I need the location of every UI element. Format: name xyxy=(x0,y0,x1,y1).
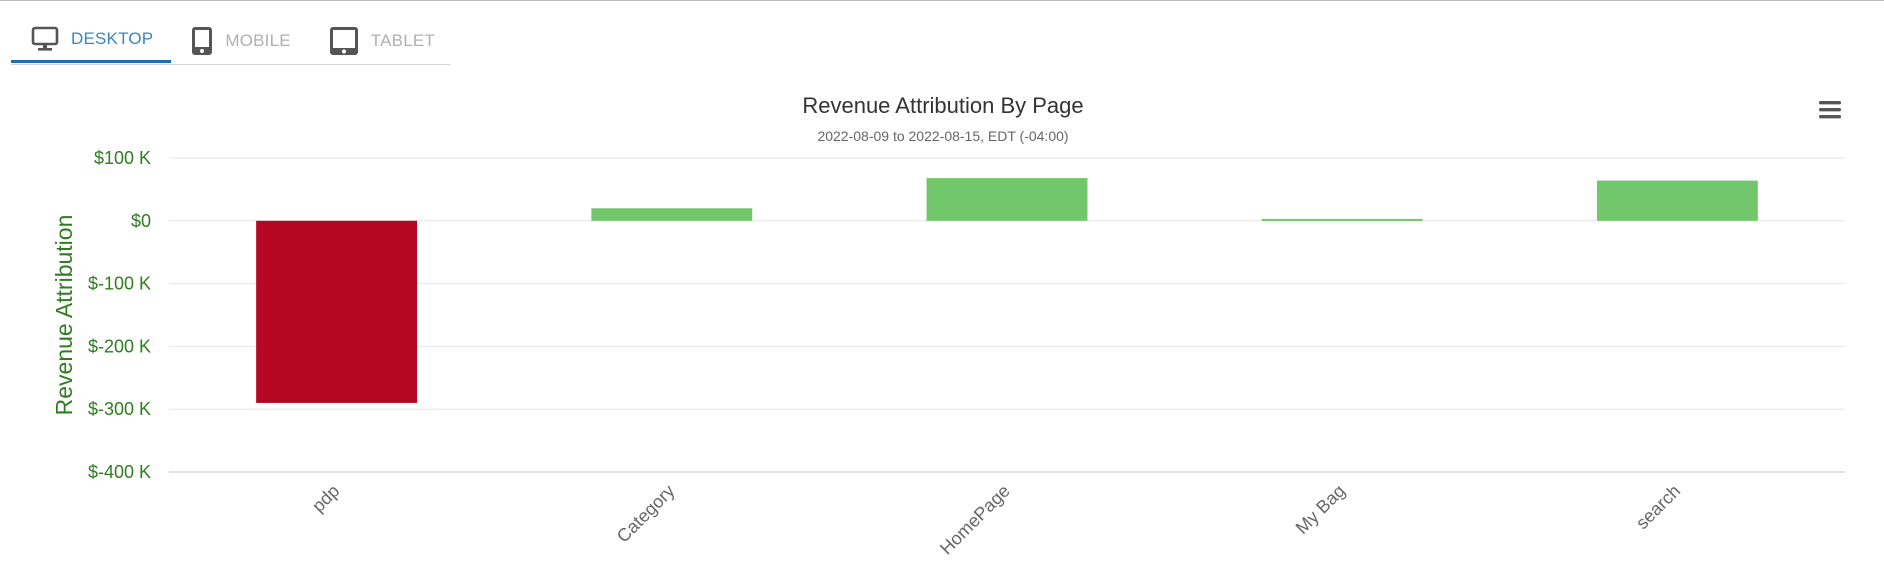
tab-desktop-label: DESKTOP xyxy=(71,29,154,48)
grid-lines xyxy=(169,157,1845,473)
bar-my-bag[interactable] xyxy=(1261,218,1423,221)
y-tick-label: $-100 K xyxy=(88,274,151,294)
x-tick-label: Category xyxy=(613,481,679,547)
x-tick-label: search xyxy=(1632,481,1684,533)
mobile-icon xyxy=(191,26,213,56)
y-axis-label: Revenue Attribution xyxy=(51,215,77,416)
chart-subtitle: 2022-08-09 to 2022-08-15, EDT (-04:00) xyxy=(817,128,1068,144)
bar-pdp[interactable] xyxy=(256,220,418,403)
y-tick-label: $100 K xyxy=(94,148,151,168)
x-tick-label: My Bag xyxy=(1292,481,1349,538)
device-tabs: DESKTOP MOBILE TABLET xyxy=(11,18,451,65)
top-border xyxy=(0,0,1884,1)
hamburger-menu-icon xyxy=(1819,101,1841,119)
tab-desktop[interactable]: DESKTOP xyxy=(11,18,172,63)
y-axis-ticks: $100 K $0 $-100 K $-200 K $-300 K $-400 K xyxy=(88,148,151,482)
tab-mobile[interactable]: MOBILE xyxy=(171,18,308,63)
bar-category[interactable] xyxy=(591,208,753,221)
tablet-icon xyxy=(329,26,359,56)
bar-search[interactable] xyxy=(1596,180,1758,221)
bar-homepage[interactable] xyxy=(926,178,1088,221)
y-tick-label: $-300 K xyxy=(88,399,151,419)
chart-title: Revenue Attribution By Page xyxy=(802,93,1083,118)
y-tick-label: $-400 K xyxy=(88,462,151,482)
bars xyxy=(256,178,1758,403)
desktop-icon xyxy=(31,26,59,52)
tab-tablet-label: TABLET xyxy=(370,30,435,50)
x-tick-label: pdp xyxy=(308,481,343,516)
y-tick-label: $-200 K xyxy=(88,336,151,356)
tab-tablet[interactable]: TABLET xyxy=(309,18,453,63)
chart-menu-button[interactable] xyxy=(1816,96,1844,124)
tab-mobile-label: MOBILE xyxy=(225,30,291,50)
y-tick-label: $0 xyxy=(131,211,151,231)
x-axis-ticks: pdp Category HomePage My Bag search xyxy=(308,481,1684,559)
x-tick-label: HomePage xyxy=(936,481,1014,559)
